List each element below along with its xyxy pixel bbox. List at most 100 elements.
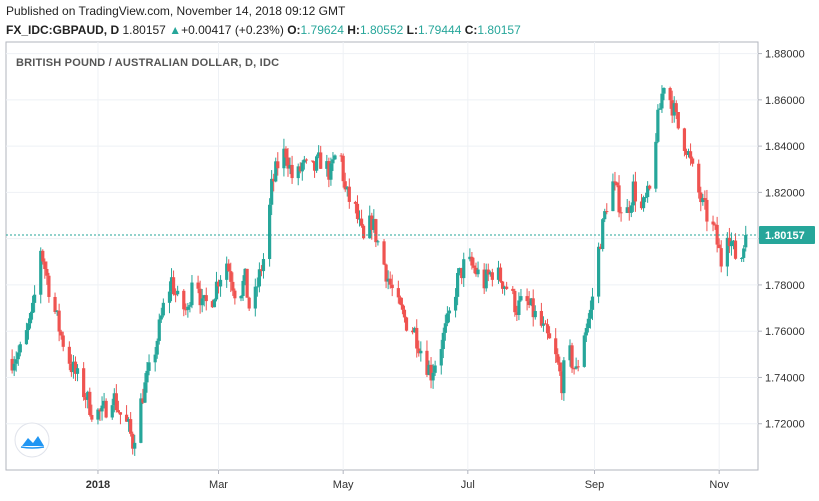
candle	[631, 174, 635, 212]
candle	[515, 305, 519, 322]
candle	[16, 345, 20, 366]
candle-body	[225, 263, 229, 280]
candle-body	[347, 186, 351, 202]
candle	[186, 302, 190, 318]
candle	[590, 287, 595, 321]
candle-body	[447, 310, 452, 314]
candle-body	[433, 365, 437, 373]
candle	[167, 281, 172, 314]
candle	[513, 288, 517, 317]
candle	[112, 388, 116, 413]
candle-body	[660, 93, 664, 109]
candle-body	[18, 344, 22, 353]
candle-body	[570, 345, 574, 369]
candle	[496, 260, 501, 284]
candle-body	[274, 161, 278, 182]
candle-body	[545, 324, 550, 334]
candle	[629, 202, 633, 218]
candle	[143, 373, 147, 404]
candle-body	[484, 269, 488, 289]
candle	[490, 268, 494, 287]
candle	[247, 296, 251, 311]
candle-body	[39, 250, 43, 295]
candle	[697, 159, 701, 199]
candle-body	[161, 302, 165, 316]
candle	[627, 200, 631, 221]
candle-body	[339, 155, 343, 157]
candle	[124, 405, 129, 422]
candle	[719, 240, 723, 273]
candle-body	[729, 241, 734, 247]
candle	[727, 227, 731, 254]
candle	[145, 361, 149, 393]
high-value: 1.80552	[359, 23, 404, 37]
candle	[55, 310, 59, 316]
candle-body	[241, 280, 245, 297]
candle-body	[141, 398, 145, 403]
candle-body	[641, 197, 646, 209]
candle	[668, 86, 672, 109]
tradingview-cloud-icon[interactable]	[14, 422, 50, 458]
candle	[599, 243, 603, 250]
y-tick-label: 1.72000	[765, 419, 805, 431]
candle	[39, 247, 43, 304]
high-label: H:	[347, 23, 360, 37]
candle	[45, 261, 49, 285]
candle-body	[572, 368, 576, 370]
candle	[672, 96, 676, 123]
candle-body	[474, 267, 478, 275]
candle-body	[30, 302, 35, 313]
candle-body	[402, 309, 407, 318]
candle-body	[676, 111, 680, 129]
candle	[574, 357, 578, 370]
candle-body	[490, 272, 494, 280]
candle-body	[145, 370, 149, 383]
candle	[86, 390, 90, 409]
candle	[402, 305, 407, 323]
candle	[345, 186, 349, 197]
candle	[225, 256, 229, 288]
candle	[210, 299, 214, 309]
candle-body	[731, 240, 736, 242]
candle	[374, 218, 378, 248]
candle	[740, 257, 744, 262]
candle	[390, 274, 394, 297]
candle	[90, 404, 94, 422]
candle-body	[96, 409, 100, 420]
candle	[231, 272, 235, 296]
candle	[372, 209, 376, 233]
candle	[656, 104, 660, 144]
candle	[517, 292, 521, 321]
candle-body	[597, 246, 601, 297]
candle-body	[139, 398, 143, 443]
candle-body	[458, 268, 462, 273]
candle	[315, 154, 319, 173]
candle-body	[697, 163, 701, 193]
candle	[288, 157, 292, 175]
candle	[658, 103, 662, 110]
candle-body	[541, 323, 546, 326]
candle-body	[345, 186, 349, 190]
published-line: Published on TradingView.com, November 1…	[6, 4, 346, 18]
candle	[100, 396, 104, 421]
candle	[255, 277, 259, 297]
x-tick-label: Sep	[585, 479, 605, 491]
candle-body	[214, 281, 219, 300]
candle-body	[562, 360, 566, 394]
candle-body	[325, 161, 329, 169]
candle-body	[198, 288, 202, 306]
candle	[153, 347, 157, 372]
candle-body	[61, 335, 65, 347]
candle-body	[75, 368, 80, 374]
candle	[157, 313, 161, 345]
candle-body	[711, 221, 715, 225]
candle-body	[155, 340, 159, 355]
candle	[417, 340, 421, 357]
candle-body	[131, 433, 135, 449]
candle	[613, 171, 617, 191]
candle-body	[715, 224, 719, 245]
candle	[429, 357, 433, 389]
candle-body	[341, 155, 345, 182]
candle-body	[284, 148, 288, 158]
